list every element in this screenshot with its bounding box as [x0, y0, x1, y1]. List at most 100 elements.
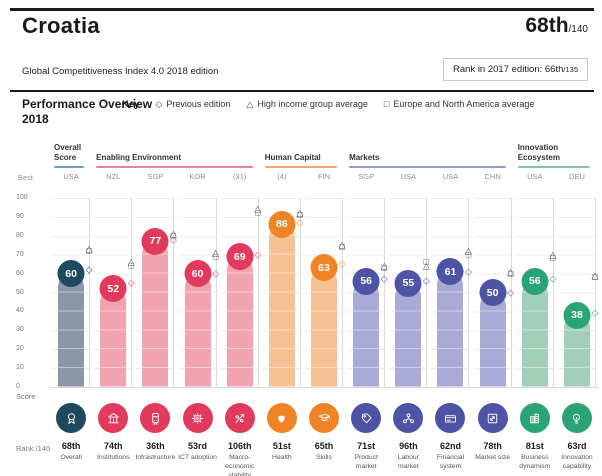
marker-high-income: △ [127, 256, 135, 267]
marker-europe-na: □ [86, 245, 92, 256]
y-tick: 60 [16, 269, 24, 277]
pillar-icon-cell [219, 403, 261, 433]
y-tick: 80 [16, 231, 24, 239]
pillar-label: ICT adoption [178, 454, 217, 461]
pillar-column: 55 □ △ ◇ [387, 198, 430, 387]
chip-icon [182, 403, 213, 433]
score-badge: 52 [99, 275, 127, 303]
expand-icon [477, 403, 508, 433]
marker-previous-edition: ◇ [254, 249, 262, 260]
group-header: Overall Score [54, 143, 85, 168]
marker-previous-edition: ◇ [465, 266, 472, 277]
buildings-icon [519, 403, 550, 433]
marker-line [342, 198, 344, 387]
pillar-rank: 65th [314, 441, 334, 451]
pillar-column: 60 □ △ ◇ [176, 198, 220, 387]
group-label: Enabling Environment [96, 153, 182, 162]
score-bar [311, 267, 338, 387]
marker-europe-na: □ [339, 241, 345, 252]
pillar-rank-cell: 68th Overall [50, 441, 92, 476]
y-tick: 10 [16, 364, 24, 372]
marker-line [594, 198, 596, 387]
score-badge: 56 [521, 267, 549, 295]
best-country: CHN [484, 172, 501, 181]
best-country-row: USA NZL SGP KOR (31) (4) FIN SGP USA USA CHN USA DEU [50, 172, 598, 181]
marker-high-income: △ [169, 228, 177, 239]
pillar-label: Innovation capability [561, 454, 593, 470]
key-item-label: High income group average [257, 99, 368, 109]
pillar-icon-cell [92, 403, 134, 433]
pillar-column: 50 □ △ ◇ [472, 198, 514, 387]
best-country: SGP [147, 172, 164, 181]
score-badge: 63 [310, 254, 338, 282]
pillar-label: Labour market [397, 454, 419, 470]
page-title: Croatia [22, 13, 100, 38]
marker-line [299, 198, 301, 387]
marker-high-income: △ [212, 247, 220, 258]
pillar-rank-cell: 96th Labour market [387, 441, 429, 476]
prev-rank-text: Rank in 2017 edition: 66th [453, 64, 564, 75]
group-underline [264, 166, 338, 168]
pillar-rank: 74th [103, 441, 123, 451]
pillar-rank: 51st [272, 441, 291, 451]
marker-high-income: △ [507, 266, 515, 277]
score-bar [226, 256, 253, 387]
pillar-column: 61 □ △ ◇ [429, 198, 472, 387]
medal-icon [56, 403, 87, 433]
marker-line [468, 198, 470, 387]
pillar-rank-cell: 51st Health [261, 441, 303, 476]
pillar-icons-row [50, 403, 598, 433]
y-tick: 0 [16, 383, 20, 390]
score-bar [395, 283, 422, 387]
marker-previous-edition: ◇ [549, 273, 557, 284]
group-underline [96, 166, 253, 168]
group-label: Human Capital [264, 153, 321, 162]
marker-europe-na: □ [212, 251, 219, 262]
pillar-icon-cell [387, 403, 429, 433]
pillar-rank: 36th [146, 441, 165, 451]
prev-rank-box: Rank in 2017 edition: 66th/135 [443, 58, 588, 81]
pillar-rank: 62nd [439, 441, 461, 451]
best-country: SGP [358, 172, 375, 181]
marker-previous-edition: ◇ [591, 307, 599, 318]
chart-key: Key ◇ Previous edition △ High income group … [122, 99, 534, 110]
marker-europe-na: □ [297, 209, 303, 220]
group-header: Human Capital [264, 153, 338, 168]
score-bar [100, 288, 127, 387]
pillar-rank-cell: 78th Market size [472, 441, 514, 476]
y-tick: 90 [16, 212, 24, 220]
mid-rule [10, 90, 594, 92]
marker-high-income: △ [549, 249, 557, 260]
section-title: Performance Overview 2018 [22, 97, 152, 127]
pillar-icon-cell [303, 403, 345, 433]
group-underline [349, 166, 506, 168]
y-axis: 100 90 80 70 60 50 40 30 20 10 0 [16, 194, 44, 390]
marker-high-income: △ [254, 203, 262, 214]
score-bar [58, 273, 85, 387]
pillar-rank-cell: 53rd ICT adoption [176, 441, 218, 476]
marker-previous-edition: ◇ [85, 264, 93, 275]
pillar-label: Macro-economic stability [225, 454, 255, 476]
marker-high-income: △ [296, 207, 304, 218]
best-country: USA [400, 172, 417, 181]
pillar-ranks-row: 68th Overall 74th Institutions 36th Infrastru… [50, 441, 598, 476]
bank-icon [98, 403, 129, 433]
group-label: Innovation Ecosystem [517, 143, 560, 162]
y-tick: 40 [16, 307, 24, 315]
section-title-line2: 2018 [22, 112, 49, 126]
best-country: (31) [233, 172, 247, 181]
tag-icon [351, 403, 382, 433]
score-badge: 60 [184, 260, 212, 288]
marker-line [384, 198, 386, 387]
group-label: Overall Score [54, 143, 82, 162]
score-bar [437, 271, 464, 387]
best-country: NZL [106, 172, 121, 181]
marker-previous-edition: ◇ [380, 273, 388, 284]
score-badge: 77 [141, 227, 169, 255]
best-country: USA [442, 172, 459, 181]
key-item: ◇ Previous edition [155, 99, 230, 110]
pillar-rank-cell: 71st Product market [345, 441, 387, 476]
pillar-label: Product market [354, 454, 378, 470]
best-label: Best [18, 173, 34, 182]
pillar-icon-cell [261, 403, 303, 433]
